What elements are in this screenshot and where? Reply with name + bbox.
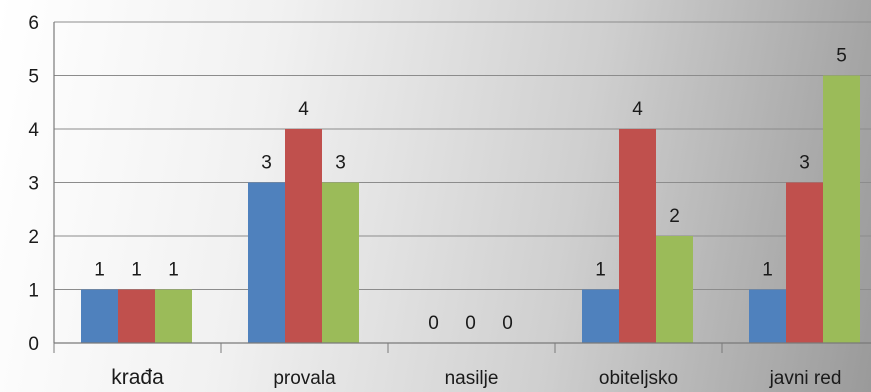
bar	[823, 75, 860, 343]
axes: 0 1 2 3 4 5 6 krađa provala nasilje obiteljsko javn…	[28, 13, 871, 389]
data-label: 2	[669, 206, 680, 227]
data-label: 0	[465, 313, 476, 334]
data-label: 3	[335, 153, 346, 174]
data-label: 1	[131, 260, 142, 281]
bar	[656, 236, 693, 343]
x-tick-label: krađa	[111, 366, 164, 389]
data-label: 0	[428, 313, 439, 334]
y-tick-label: 0	[28, 334, 39, 355]
data-label: 1	[94, 260, 105, 281]
data-label: 0	[502, 313, 513, 334]
bar	[619, 129, 656, 343]
data-label: 3	[261, 153, 272, 174]
data-label: 4	[298, 99, 309, 120]
data-label: 3	[799, 153, 810, 174]
bar	[155, 289, 192, 343]
y-tick-label: 1	[28, 281, 39, 302]
data-label: 1	[595, 260, 606, 281]
y-tick-label: 4	[28, 120, 39, 141]
data-labels: 1 1 1 3 4 3 0 0 0 1 4 2 1 3 5	[94, 46, 847, 335]
bar	[786, 182, 823, 343]
bar	[285, 129, 322, 343]
y-tick-label: 5	[28, 67, 39, 88]
bar	[749, 289, 786, 343]
data-label: 1	[762, 260, 773, 281]
data-label: 4	[632, 99, 643, 120]
bar	[322, 182, 359, 343]
x-tick-label: javni red	[769, 368, 842, 389]
data-label: 5	[836, 46, 847, 67]
x-tick-label: obiteljsko	[599, 368, 678, 389]
gridlines	[54, 21, 871, 290]
x-tick-label: provala	[273, 368, 336, 389]
bar	[248, 182, 285, 343]
y-tick-label: 2	[28, 227, 39, 248]
bar	[582, 289, 619, 343]
y-tick-label: 3	[28, 174, 39, 195]
y-tick-label: 6	[28, 13, 39, 34]
bar	[118, 289, 155, 343]
x-tick-label: nasilje	[445, 368, 499, 389]
data-label: 1	[168, 260, 179, 281]
bars	[81, 75, 860, 343]
bar	[81, 289, 118, 343]
